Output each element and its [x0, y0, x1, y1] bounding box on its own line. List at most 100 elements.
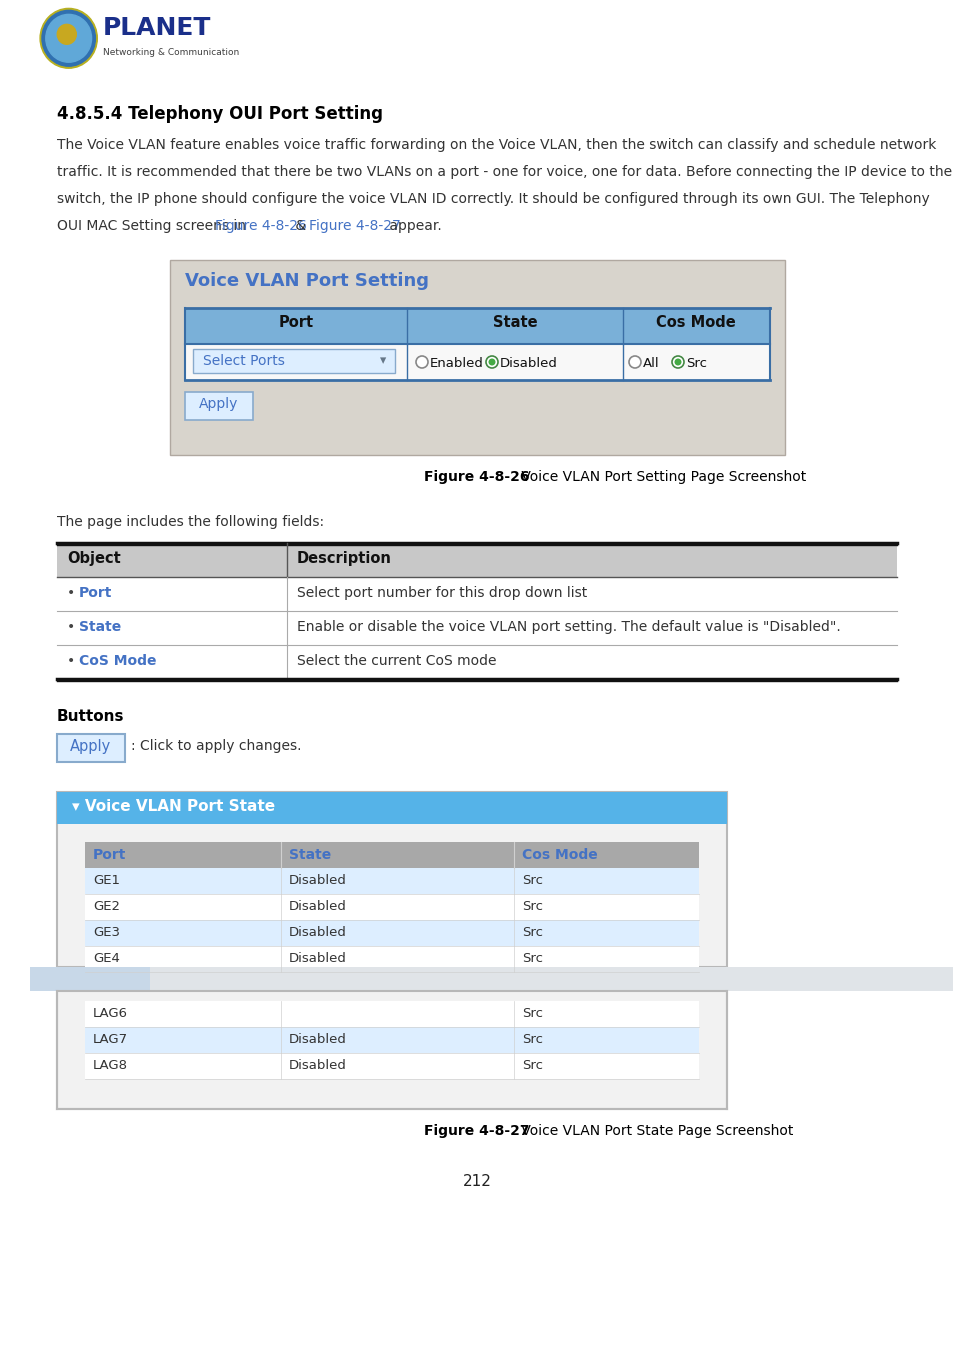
Text: Networking & Communication: Networking & Communication — [103, 47, 239, 57]
Text: appear.: appear. — [384, 219, 441, 234]
Circle shape — [628, 356, 640, 369]
Text: Disabled: Disabled — [289, 1033, 347, 1046]
Text: ▾ Voice VLAN Port State: ▾ Voice VLAN Port State — [71, 799, 274, 814]
Circle shape — [40, 8, 97, 69]
Bar — [57, 792, 726, 824]
Text: Apply: Apply — [71, 738, 112, 755]
Text: Disabled: Disabled — [289, 873, 347, 887]
Text: Enabled: Enabled — [430, 356, 483, 370]
Text: Src: Src — [521, 926, 542, 940]
Text: GE4: GE4 — [92, 952, 120, 965]
Bar — [30, 967, 953, 991]
Bar — [57, 612, 896, 645]
Text: Select the current CoS mode: Select the current CoS mode — [296, 653, 496, 668]
Text: Src: Src — [521, 952, 542, 965]
Text: Src: Src — [521, 1007, 542, 1021]
Bar — [193, 350, 395, 373]
Text: The page includes the following fields:: The page includes the following fields: — [57, 514, 324, 529]
Text: •: • — [67, 620, 79, 634]
Bar — [185, 344, 769, 379]
Text: State: State — [79, 620, 121, 634]
Text: Voice VLAN Port State Page Screenshot: Voice VLAN Port State Page Screenshot — [517, 1125, 793, 1138]
Text: Port: Port — [92, 848, 126, 863]
Circle shape — [42, 11, 95, 66]
Text: •: • — [67, 586, 79, 599]
Circle shape — [671, 356, 683, 369]
Circle shape — [416, 356, 428, 369]
Text: Description: Description — [296, 551, 392, 566]
Text: Voice VLAN Port Setting: Voice VLAN Port Setting — [185, 271, 429, 290]
Bar — [85, 842, 699, 868]
Text: &: & — [291, 219, 310, 234]
Bar — [57, 543, 896, 576]
Bar — [85, 894, 699, 919]
Circle shape — [674, 359, 680, 366]
Text: Figure 4-8-27: Figure 4-8-27 — [308, 219, 400, 234]
Text: Src: Src — [521, 1033, 542, 1046]
Bar — [30, 967, 150, 991]
Text: Apply: Apply — [199, 397, 238, 410]
Bar — [85, 919, 699, 946]
Text: •: • — [67, 653, 79, 668]
Text: Src: Src — [521, 873, 542, 887]
Bar — [57, 991, 726, 1108]
Text: Port: Port — [79, 586, 112, 599]
Text: Src: Src — [685, 356, 706, 370]
Text: Voice VLAN Port Setting Page Screenshot: Voice VLAN Port Setting Page Screenshot — [517, 470, 805, 485]
Bar — [57, 576, 896, 612]
Text: State: State — [492, 315, 537, 329]
Text: 4.8.5.4 Telephony OUI Port Setting: 4.8.5.4 Telephony OUI Port Setting — [57, 105, 382, 123]
Bar — [85, 868, 699, 894]
Text: Figure 4-8-26: Figure 4-8-26 — [424, 470, 529, 485]
Bar — [85, 1000, 699, 1027]
Bar — [57, 734, 125, 761]
Text: switch, the IP phone should configure the voice VLAN ID correctly. It should be : switch, the IP phone should configure th… — [57, 192, 929, 207]
Text: Src: Src — [521, 1058, 542, 1072]
Text: Disabled: Disabled — [289, 1058, 347, 1072]
Text: GE1: GE1 — [92, 873, 120, 887]
Bar — [85, 946, 699, 972]
Text: LAG6: LAG6 — [92, 1007, 128, 1021]
Bar — [85, 972, 699, 988]
Text: : Click to apply changes.: : Click to apply changes. — [131, 738, 301, 753]
Circle shape — [57, 24, 76, 45]
Bar — [85, 1053, 699, 1079]
Bar — [57, 792, 726, 967]
Text: 212: 212 — [462, 1174, 491, 1189]
Text: Cos Mode: Cos Mode — [521, 848, 598, 863]
Text: The Voice VLAN feature enables voice traffic forwarding on the Voice VLAN, then : The Voice VLAN feature enables voice tra… — [57, 138, 936, 153]
Text: CoS Mode: CoS Mode — [79, 653, 156, 668]
Bar — [57, 645, 896, 679]
Text: Object: Object — [67, 551, 121, 566]
Text: State: State — [289, 848, 331, 863]
Circle shape — [488, 359, 495, 366]
Text: Disabled: Disabled — [92, 975, 141, 985]
Text: Port: Port — [278, 315, 314, 329]
Circle shape — [46, 15, 91, 62]
Text: Select port number for this drop down list: Select port number for this drop down li… — [296, 586, 587, 599]
Text: LAG7: LAG7 — [92, 1033, 128, 1046]
Text: traffic. It is recommended that there be two VLANs on a port - one for voice, on: traffic. It is recommended that there be… — [57, 165, 951, 180]
Text: Enable or disable the voice VLAN port setting. The default value is "Disabled".: Enable or disable the voice VLAN port se… — [296, 620, 840, 634]
Text: Disabled: Disabled — [289, 926, 347, 940]
Bar — [185, 308, 769, 344]
Bar — [85, 1027, 699, 1053]
Text: Disabled: Disabled — [289, 952, 347, 965]
Text: OUI MAC Setting screens in: OUI MAC Setting screens in — [57, 219, 250, 234]
Text: Buttons: Buttons — [57, 709, 125, 724]
Circle shape — [485, 356, 497, 369]
Text: GE3: GE3 — [92, 926, 120, 940]
Text: Cos Mode: Cos Mode — [656, 315, 735, 329]
Text: Disabled: Disabled — [289, 900, 347, 913]
Text: Figure 4-8-27: Figure 4-8-27 — [424, 1125, 529, 1138]
Text: Disabled: Disabled — [499, 356, 558, 370]
Bar — [185, 392, 253, 420]
Text: ▾: ▾ — [379, 354, 386, 367]
Text: All: All — [642, 356, 659, 370]
Text: Src: Src — [521, 900, 542, 913]
Text: GE2: GE2 — [92, 900, 120, 913]
Text: Select Ports: Select Ports — [203, 354, 285, 369]
Text: Figure 4-8-26: Figure 4-8-26 — [214, 219, 307, 234]
Bar — [170, 261, 784, 455]
Text: PLANET: PLANET — [103, 16, 212, 40]
